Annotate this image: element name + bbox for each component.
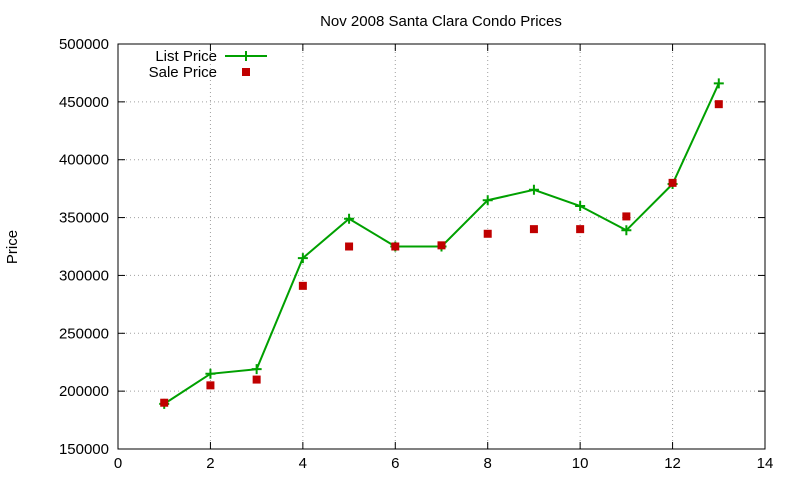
x-tick-label: 12 (664, 455, 681, 472)
data-point-marker (251, 364, 262, 375)
data-point-marker (714, 100, 723, 109)
series-sale-price (160, 100, 723, 407)
plot-frame (117, 43, 766, 450)
y-tick-label: 500000 (59, 36, 109, 53)
y-tick-label: 250000 (59, 325, 109, 342)
x-tick-label: 8 (484, 455, 492, 472)
data-point-marker (622, 212, 631, 221)
x-tick-label: 2 (206, 455, 214, 472)
data-point-marker (297, 253, 308, 264)
data-point-marker (437, 241, 446, 250)
y-tick-label: 200000 (59, 383, 109, 400)
y-tick-label: 400000 (59, 152, 109, 169)
data-point-marker (483, 229, 492, 238)
data-point-marker (621, 225, 632, 236)
data-point-marker (344, 213, 355, 224)
data-point-marker (482, 195, 493, 206)
data-point-marker (206, 381, 215, 390)
x-tick-label: 14 (757, 455, 774, 472)
x-tick-label: 4 (299, 455, 307, 472)
y-tick-label: 300000 (59, 267, 109, 284)
data-point-marker (668, 178, 677, 187)
data-point-marker (252, 375, 261, 384)
data-point-marker (298, 281, 307, 290)
data-point-marker (576, 225, 585, 234)
data-point-marker (205, 368, 216, 379)
legend-marker (241, 51, 251, 61)
series-layer (159, 78, 724, 409)
legend-label: List Price (155, 48, 217, 65)
data-point-marker (529, 225, 538, 234)
y-tick-label: 450000 (59, 94, 109, 111)
chart-title: Nov 2008 Santa Clara Condo Prices (320, 13, 562, 30)
data-point-marker (575, 201, 586, 211)
data-point-marker (391, 242, 400, 251)
x-tick-label: 6 (391, 455, 399, 472)
y-tick-label: 350000 (59, 210, 109, 227)
data-point-marker (345, 242, 354, 251)
y-axis-label: Price (4, 230, 21, 264)
tick-labels: 1500002000002500003000003500004000004500… (59, 36, 773, 472)
data-point-marker (160, 398, 169, 407)
data-point-marker (713, 78, 724, 89)
data-point-marker (528, 184, 539, 195)
legend-marker (242, 68, 250, 76)
x-tick-label: 0 (114, 455, 122, 472)
x-tick-label: 10 (572, 455, 589, 472)
legend-label: Sale Price (149, 64, 217, 81)
y-tick-label: 150000 (59, 441, 109, 458)
